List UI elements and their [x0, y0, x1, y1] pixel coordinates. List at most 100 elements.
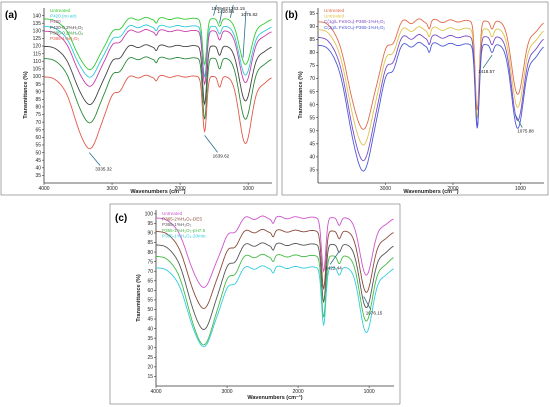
panel-a-y-tick-label: 110: [33, 59, 41, 65]
panel-a-legend-entry: P365-1%H₂O₂: [50, 36, 80, 41]
panel-a-y-tick-label: 65: [35, 127, 41, 133]
panel-b-y-tick-label: 70: [309, 76, 315, 82]
panel-a-annotation-arrow: [219, 7, 223, 24]
panel-c-y-tick-label: 100: [145, 212, 154, 218]
panel-a-spectrum-line: [44, 44, 272, 106]
panel-a-annotation-label: 1420.96: [218, 9, 235, 14]
panel-c-y-tick-label: 65: [147, 278, 153, 284]
panel-b-x-axis-title: Wavenumbers (cm⁻¹): [403, 188, 458, 195]
panel-a-annotation-label: 1509.82: [211, 6, 228, 11]
panel-c-y-tick-label: 60: [147, 288, 153, 294]
panel-c-frame: [109, 203, 401, 405]
panel-a-x-axis-title: Wavenumbers (cm⁻¹): [130, 188, 185, 195]
panel-c-label: (c): [115, 213, 127, 224]
panel-c-ticks: 4000 3000 2000 1000 15 20 25 30 35 40 45 50 55 60 65 70…: [145, 212, 375, 395]
panel-a-y-tick-label: 140: [33, 13, 42, 19]
panel-b-annotations: 1418.57 1075.88: [478, 54, 534, 134]
panel-b-y-tick-label: 90: [309, 24, 315, 30]
panel-a-y-tick-label: 120: [33, 44, 42, 50]
panel-b-frame: [281, 1, 549, 196]
panel-b-y-tick-label: 60: [309, 102, 315, 108]
panel-b-annotation-arrow: [514, 114, 523, 128]
panel-a-y-axis-title: Transmittance (%): [23, 71, 29, 119]
panel-c-y-tick-label: 50: [147, 307, 153, 313]
panel-a-y-tick-label: 55: [35, 143, 41, 149]
panel-b-legend-entry: Untreated: [324, 14, 345, 19]
panel-a-spectrum-line: [44, 16, 272, 71]
panel-c-spectrum-line: [156, 228, 394, 309]
panel-a-y-tick-label: 50: [35, 150, 41, 156]
panel-c-spectrum-line: [155, 242, 394, 330]
panel-a-spectra: [44, 16, 272, 150]
panel-c-legend-entry: Untreated: [162, 211, 183, 216]
panel-b-y-tick-label: 35: [309, 168, 315, 174]
panel-c-y-tick-label: 30: [147, 345, 153, 351]
panel-c-x-tick-label: 4000: [150, 389, 161, 395]
panel-a-annotation-label: 1263.15: [228, 6, 245, 11]
panel-a-annotation-label: 1639.62: [213, 153, 230, 158]
panel-a-y-tick-label: 100: [33, 74, 42, 80]
panel-b-y-axis-title: Transmittance (%): [298, 71, 304, 119]
panel-a-y-tick-label: 35: [35, 173, 41, 179]
panel-c-y-axis-title: Transmittance (%): [136, 274, 142, 322]
panel-a-spectrum-line: [44, 29, 272, 87]
panel-a-y-tick-label: 60: [35, 135, 41, 141]
panel-c-y-tick-label: 25: [147, 355, 153, 361]
panel-c-annotation-arrow: [363, 296, 372, 310]
panel-c-y-tick-label: 35: [147, 336, 153, 342]
panel-c-x-tick-label: 1000: [364, 389, 375, 395]
panel-c-y-tick-label: 15: [147, 374, 153, 380]
panel-c-y-tick-label: 75: [147, 259, 153, 265]
panel-a-spectrum-line: [44, 24, 272, 79]
panel-a-y-tick-label: 115: [33, 51, 41, 57]
panel-c-annotation-arrow: [329, 251, 340, 265]
panel-a-legend-entry: P420 (no air): [50, 14, 77, 19]
panel-a-x-tick-label: 1000: [243, 186, 254, 192]
panel-a-annotation-label: 3335.32: [95, 167, 112, 172]
panel-a-legend-entry: P420: [50, 19, 61, 24]
panel-c-y-tick-label: 45: [147, 317, 153, 323]
panel-c-legend-entry: P365-1%H₂O₂-pH7.5: [162, 228, 206, 233]
panel-a-x-tick-label: 3000: [106, 186, 117, 192]
panel-b-annotation-label: 1418.57: [478, 69, 495, 74]
panel-a-y-tick-label: 95: [35, 82, 41, 88]
panel-c-y-tick-label: 90: [147, 231, 153, 237]
panel-a-y-tick-label: 135: [33, 21, 42, 27]
panel-b-spectrum-line: [318, 26, 544, 146]
panel-a-y-tick-label: 90: [35, 89, 41, 95]
panel-c-annotation-label: 1076.15: [366, 311, 383, 316]
panel-a-legend-entry: Untreated: [50, 8, 71, 13]
panel-a: (a) Wavenumbers (cm⁻¹) Transmittance (%)…: [0, 1, 278, 196]
panel-c-x-tick-label: 2000: [293, 389, 304, 395]
panel-a-y-tick-label: 80: [35, 105, 41, 111]
panel-b-legend-entry: C(1g/L FeSO₄)-P365-1%H₂O₂: [324, 19, 385, 24]
panel-b-x-tick-label: 2000: [447, 186, 458, 192]
panel-a-y-tick-label: 125: [33, 36, 42, 42]
panel-a-spectrum-line: [44, 74, 272, 150]
panel-b-spectra: [317, 18, 544, 172]
panel-b-y-tick-label: 75: [309, 63, 315, 69]
panel-a-legend-entry: P420-0.2%H₂O₂: [50, 25, 83, 30]
panel-b-y-tick-label: 80: [309, 50, 315, 56]
panel-b-spectrum-line: [318, 18, 544, 130]
panel-c-spectrum-line: [156, 265, 394, 348]
panel-b-legend-entry: C(2g/L FeSO₄)-P365-1%H₂O₂: [324, 25, 385, 30]
panel-a-annotation-arrow: [242, 10, 247, 58]
panel-a-annotation-arrow: [88, 152, 101, 166]
panel-c-y-tick-label: 20: [147, 365, 153, 371]
panel-c-x-axis-title: Wavenumbers (cm⁻¹): [247, 394, 302, 401]
panel-b-annotation-arrow: [482, 54, 493, 69]
panel-b-y-tick-label: 65: [309, 89, 315, 95]
panel-a-label: (a): [5, 10, 17, 21]
panel-c: (c) Wavenumbers (cm⁻¹) Transmittance (%)…: [109, 203, 401, 405]
panel-b-ticks: 3000 2000 1000 35 40 45 50 55 60 65 70 75 80 85 90 95: [309, 11, 526, 192]
panel-b-label: (b): [285, 10, 298, 21]
panel-b-y-tick-label: 95: [309, 11, 315, 17]
panel-b-x-tick-label: 3000: [380, 186, 391, 192]
panel-c-legend: UntreatedP365-2%H₂O₂-DESP365-1%H₂O₂P365-…: [162, 211, 206, 238]
panel-b-annotation-label: 1075.88: [517, 129, 534, 134]
panel-a-y-tick-label: 40: [35, 165, 41, 171]
panel-c-y-tick-label: 55: [147, 298, 153, 304]
